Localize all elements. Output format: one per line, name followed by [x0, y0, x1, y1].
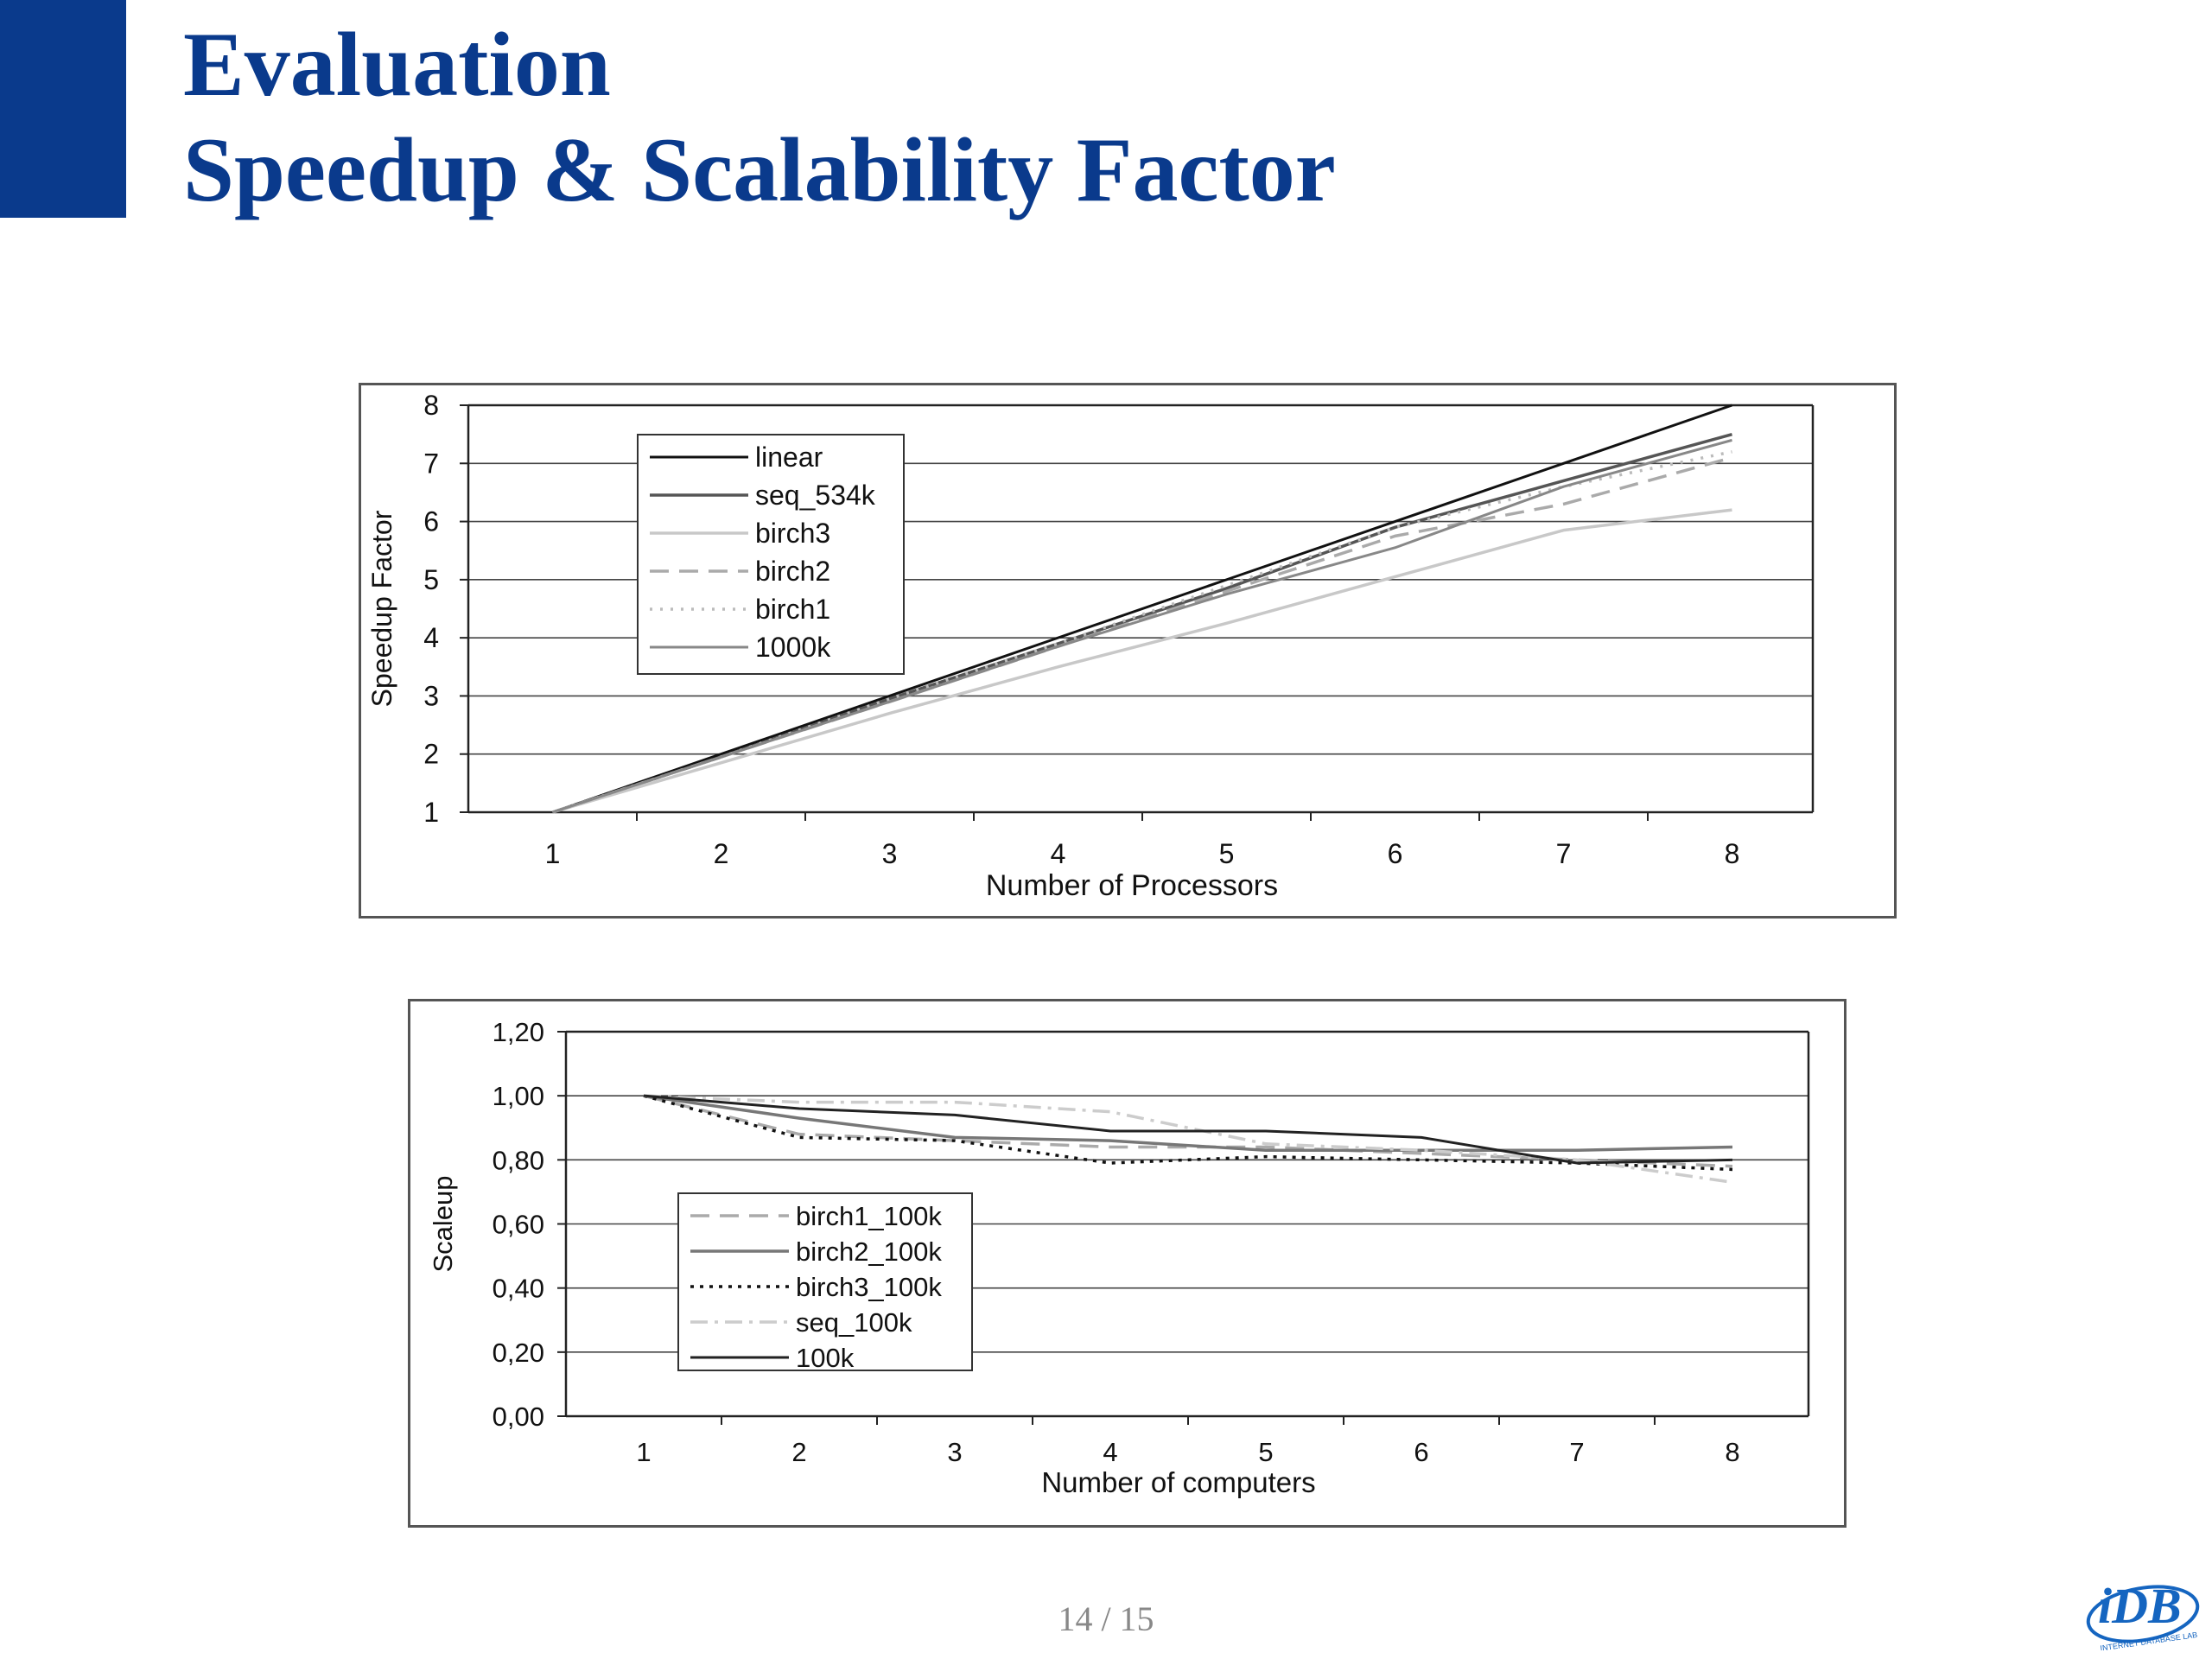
speedup-xtick-label: 6 [1388, 838, 1403, 869]
speedup-x-axis-label: Number of Processors [986, 869, 1278, 902]
scaleup-xtick-label: 8 [1725, 1437, 1739, 1467]
scaleup-series-line-birch3_100k [643, 1094, 1733, 1172]
speedup-xtick-label: 8 [1725, 838, 1740, 869]
idb-logo: iDB INTERNET DATABASE LAB [2086, 1578, 2200, 1650]
scaleup-series-line-100k [643, 1094, 1733, 1165]
speedup-series-line-linear [552, 404, 1732, 814]
speedup-legend-box [637, 434, 905, 675]
scaleup-xtick-label: 6 [1414, 1437, 1428, 1467]
speedup-ytick-label: 5 [423, 564, 439, 595]
scaleup-xtick-label: 5 [1258, 1437, 1273, 1467]
speedup-xtick-label: 5 [1219, 838, 1235, 869]
scaleup-ytick-label: 0,00 [493, 1402, 544, 1432]
scaleup-xtick-label: 7 [1569, 1437, 1584, 1467]
scaleup-chart: 0,00 0,20 0,40 0,60 0,80 1,00 1,20 1 2 3 4 5 6 7 8 Numb… [408, 999, 1847, 1528]
speedup-legend-label: seq_534k [755, 480, 876, 511]
scaleup-x-axis-label: Number of computers [1041, 1466, 1315, 1498]
scaleup-xtick-label: 3 [947, 1437, 962, 1467]
scaleup-ytick-label: 0,20 [493, 1338, 544, 1368]
scaleup-xtick-label: 1 [636, 1437, 651, 1467]
speedup-series-line-birch3 [552, 508, 1732, 814]
scaleup-legend-label: 100k [796, 1343, 855, 1373]
scaleup-ytick-label: 1,20 [493, 1017, 544, 1047]
speedup-xtick-label: 2 [714, 838, 729, 869]
scaleup-series-line-birch2_100k [643, 1094, 1733, 1152]
scaleup-xtick-label: 2 [791, 1437, 806, 1467]
speedup-ytick-label: 6 [423, 506, 439, 537]
scaleup-legend-label: birch3_100k [796, 1272, 942, 1302]
scaleup-xtick-label: 4 [1103, 1437, 1117, 1467]
slide-title-line-2: Speedup & Scalability Factor [183, 119, 1336, 220]
speedup-ytick-label: 7 [423, 448, 439, 479]
scaleup-legend-label: seq_100k [796, 1307, 912, 1338]
scaleup-chart-svg: 0,00 0,20 0,40 0,60 0,80 1,00 1,20 1 2 3 4 5 6 7 8 Numb… [428, 1017, 1810, 1498]
speedup-chart-svg: 1 2 3 4 5 6 7 8 1 2 3 4 5 6 7 8 Number of Processors Spee… [366, 390, 1815, 902]
speedup-xtick-label: 7 [1556, 838, 1572, 869]
speedup-ytick-label: 2 [423, 739, 439, 770]
speedup-xtick-label: 3 [882, 838, 898, 869]
slide-title: Evaluation Speedup & Scalability Factor [183, 12, 1336, 223]
speedup-ytick-label: 1 [423, 797, 439, 828]
speedup-y-axis-label: Speedup Factor [366, 510, 397, 707]
scaleup-ytick-label: 0,60 [493, 1210, 544, 1240]
scaleup-y-axis-label: Scaleup [428, 1175, 458, 1272]
speedup-legend-label: birch3 [755, 518, 830, 549]
speedup-xtick-label: 1 [545, 838, 561, 869]
scaleup-ytick-label: 1,00 [493, 1081, 544, 1111]
speedup-legend-label: birch1 [755, 594, 830, 625]
scaleup-legend-label: birch2_100k [796, 1236, 942, 1267]
scaleup-ytick-label: 0,40 [493, 1274, 544, 1304]
svg-text:iDB: iDB [2098, 1578, 2182, 1634]
speedup-ytick-label: 3 [423, 680, 439, 711]
speedup-series-line-1000k [552, 438, 1732, 814]
scaleup-ytick-label: 0,80 [493, 1145, 544, 1175]
scaleup-legend-label: birch1_100k [796, 1201, 942, 1231]
scaleup-legend-box [677, 1192, 973, 1371]
page-number: 14 / 15 [1058, 1599, 1154, 1638]
title-accent-bar [0, 0, 126, 218]
speedup-ytick-label: 8 [423, 390, 439, 421]
slide-title-line-1: Evaluation [183, 14, 611, 115]
speedup-legend-label: birch2 [755, 556, 830, 587]
speedup-legend-label: linear [755, 442, 823, 473]
speedup-xtick-label: 4 [1051, 838, 1066, 869]
speedup-legend-label: 1000k [755, 632, 831, 663]
speedup-ytick-label: 4 [423, 622, 439, 653]
speedup-chart: 1 2 3 4 5 6 7 8 1 2 3 4 5 6 7 8 Number of Processors Spee… [359, 383, 1897, 918]
